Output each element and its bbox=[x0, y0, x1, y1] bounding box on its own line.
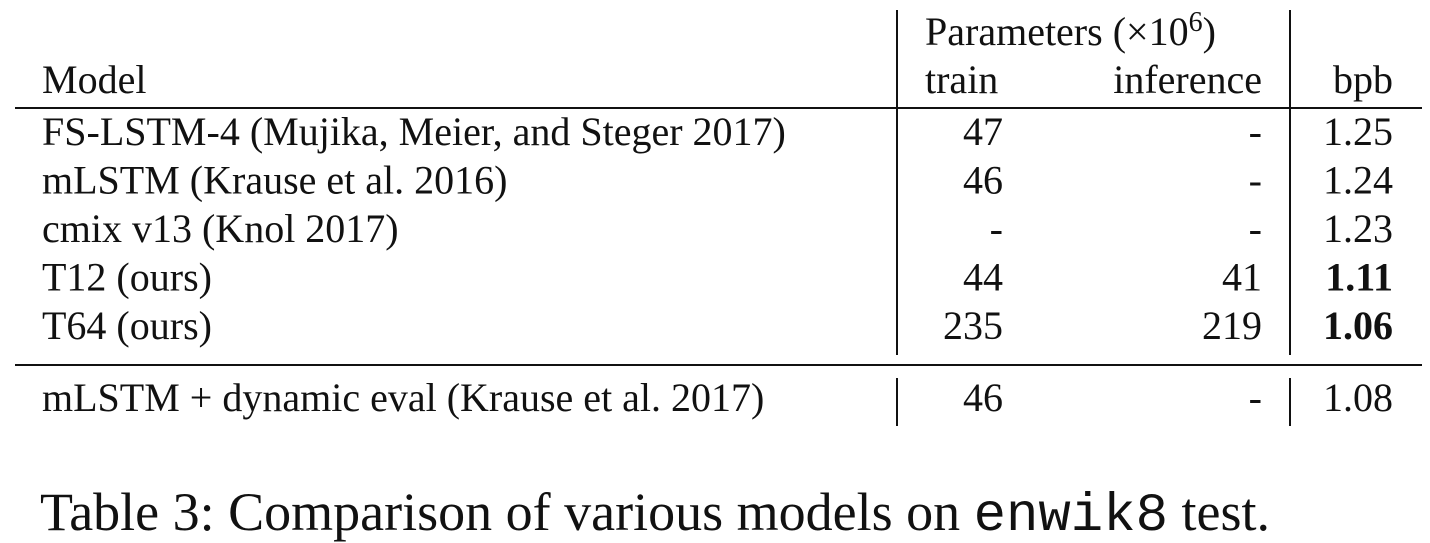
cell-train: - bbox=[990, 206, 1003, 251]
cell-train: 44 bbox=[963, 255, 1003, 300]
cell-bpb: 1.08 bbox=[1323, 375, 1393, 420]
cell-model: T12 (ours) bbox=[42, 255, 212, 300]
caption-text: test. bbox=[1168, 482, 1270, 542]
cell-inference: - bbox=[1249, 158, 1262, 203]
cell-inference: 41 bbox=[1222, 255, 1262, 300]
cell-train: 46 bbox=[963, 375, 1003, 420]
cell-model: mLSTM (Krause et al. 2016) bbox=[42, 158, 507, 203]
header-train: train bbox=[925, 57, 998, 102]
header-model: Model bbox=[42, 57, 146, 102]
header-exponent: 6 bbox=[1189, 7, 1203, 38]
cell-bpb: 1.23 bbox=[1323, 206, 1393, 251]
cell-train: 46 bbox=[963, 158, 1003, 203]
caption: Table 3: Comparison of various models on… bbox=[40, 482, 1270, 543]
cell-model: mLSTM + dynamic eval (Krause et al. 2017… bbox=[42, 375, 764, 420]
cell-inference: - bbox=[1249, 109, 1262, 154]
header-bpb: bpb bbox=[1333, 57, 1393, 102]
cell-inference: 219 bbox=[1202, 303, 1262, 348]
cell-bpb: 1.11 bbox=[1325, 255, 1393, 300]
cell-model: FS-LSTM-4 (Mujika, Meier, and Steger 201… bbox=[42, 109, 786, 154]
cell-model: cmix v13 (Knol 2017) bbox=[42, 206, 399, 251]
header-params: Parameters (×106) bbox=[925, 7, 1216, 54]
cell-inference: - bbox=[1249, 206, 1262, 251]
caption-code: enwik8 bbox=[974, 486, 1168, 543]
cell-train: 47 bbox=[963, 109, 1003, 154]
header-text: ) bbox=[1203, 9, 1216, 54]
caption-text: Table 3: Comparison of various models on bbox=[40, 482, 974, 542]
cell-inference: - bbox=[1249, 375, 1262, 420]
cell-bpb: 1.06 bbox=[1323, 303, 1393, 348]
cell-bpb: 1.24 bbox=[1323, 158, 1393, 203]
cell-train: 235 bbox=[943, 303, 1003, 348]
header-text: Parameters (×10 bbox=[925, 9, 1189, 54]
cell-model: T64 (ours) bbox=[42, 303, 212, 348]
header-inference: inference bbox=[1113, 57, 1262, 102]
cell-bpb: 1.25 bbox=[1323, 109, 1393, 154]
